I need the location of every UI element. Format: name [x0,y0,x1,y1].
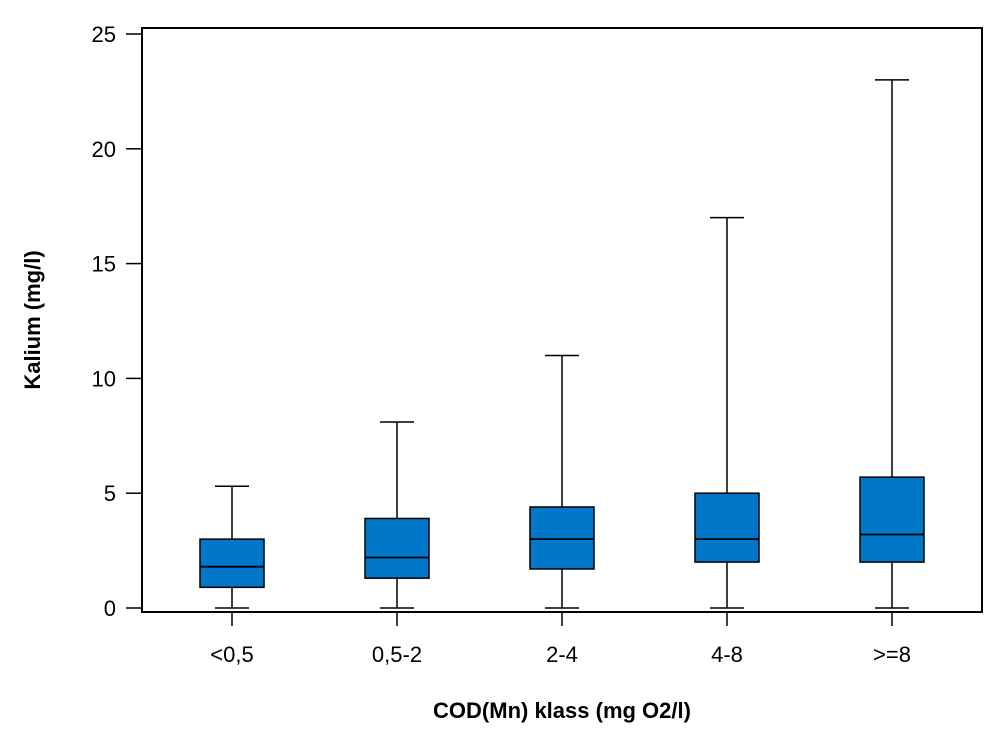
x-axis-title: COD(Mn) klass (mg O2/l) [433,698,691,723]
iqr-box [199,538,265,589]
iqr-box [529,506,595,570]
y-axis: 0 5 10 15 20 25 [92,22,142,621]
y-tick-label: 10 [92,366,116,391]
iqr-box [364,517,430,579]
x-tick-label: 0,5-2 [372,642,422,667]
y-tick-label: 20 [92,137,116,162]
box-group [694,216,760,609]
x-axis: <0,5 0,5-2 2-4 4-8 >=8 [210,612,911,667]
y-tick-label: 5 [104,481,116,506]
box-group [529,354,595,609]
x-tick-label: >=8 [873,642,911,667]
box-group [364,421,430,609]
iqr-box [694,492,760,563]
iqr-box [859,476,925,563]
box-group [199,485,265,609]
box-group [859,79,925,609]
y-tick-label: 25 [92,22,116,47]
y-tick-label: 15 [92,252,116,277]
x-tick-label: 4-8 [711,642,743,667]
x-tick-label: 2-4 [546,642,578,667]
y-axis-title: Kalium (mg/l) [20,250,45,389]
box-series [199,79,925,609]
x-tick-label: <0,5 [210,642,253,667]
y-tick-label: 0 [104,596,116,621]
